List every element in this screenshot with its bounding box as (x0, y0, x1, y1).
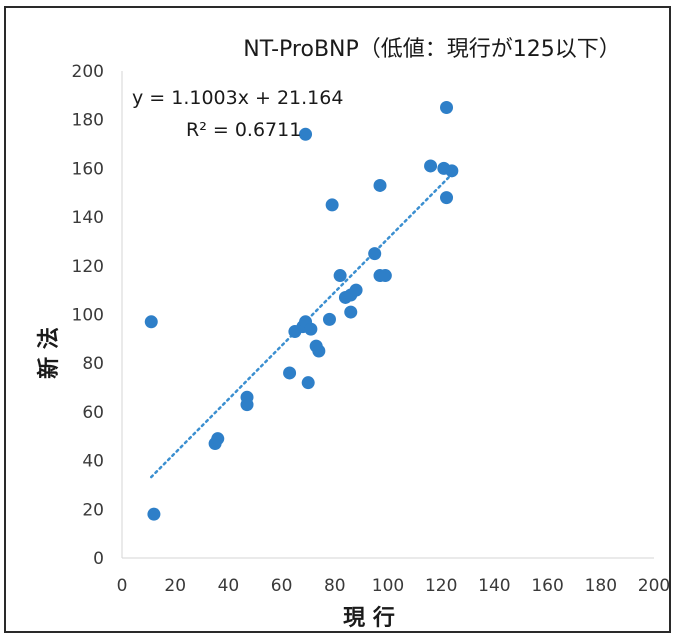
points-layer (144, 101, 459, 521)
data-point (240, 398, 254, 412)
y-tick-label: 180 (72, 111, 104, 131)
chart-frame: 0 20 40 60 80 100 120 140 160 180 200 0 20 40 60 80 100… (4, 6, 671, 633)
x-tick-label: 160 (531, 576, 563, 596)
scatter-chart: 0 20 40 60 80 100 120 140 160 180 200 0 20 40 60 80 100… (36, 37, 671, 631)
x-tick-label: 140 (478, 576, 510, 596)
data-point (333, 269, 347, 283)
data-point (144, 315, 158, 329)
x-axis-ticks: 0 20 40 60 80 100 120 140 160 180 200 (117, 576, 671, 596)
data-point (304, 322, 318, 336)
data-point (373, 178, 387, 192)
chart-title: NT-ProBNP（低値：現行が125以下） (243, 37, 621, 62)
y-tick-label: 80 (82, 354, 104, 374)
x-tick-label: 120 (425, 576, 457, 596)
y-axis-ticks: 0 20 40 60 80 100 120 140 160 180 200 (72, 62, 104, 569)
y-axis-label: 新 法 (36, 327, 62, 379)
trendline-r2: R² = 0.6711 (186, 119, 301, 141)
x-tick-label: 180 (585, 576, 617, 596)
data-point (301, 376, 315, 390)
y-tick-label: 160 (72, 159, 104, 179)
data-point (424, 159, 438, 173)
data-point (440, 101, 454, 115)
y-tick-label: 100 (72, 306, 104, 326)
x-tick-label: 200 (638, 576, 670, 596)
data-point (368, 247, 382, 261)
y-tick-label: 0 (93, 549, 104, 569)
data-point (283, 366, 297, 380)
plot-area (121, 71, 654, 559)
y-tick-label: 40 (82, 452, 104, 472)
data-point (445, 164, 459, 178)
x-tick-label: 20 (164, 576, 186, 596)
x-tick-label: 0 (117, 576, 128, 596)
x-tick-label: 40 (218, 576, 240, 596)
y-tick-label: 200 (72, 62, 104, 82)
x-axis-label: 現 行 (343, 605, 395, 631)
x-tick-label: 60 (271, 576, 293, 596)
data-point (322, 312, 336, 326)
y-tick-label: 20 (82, 500, 104, 520)
trendline-equation: y = 1.1003x + 21.164 (132, 87, 343, 109)
data-point (344, 305, 358, 319)
data-point (378, 269, 392, 283)
data-point (440, 191, 454, 205)
data-point (299, 127, 313, 141)
data-point (349, 283, 363, 297)
x-tick-label: 100 (372, 576, 404, 596)
y-tick-label: 120 (72, 257, 104, 277)
data-point (147, 507, 161, 521)
data-point (325, 198, 339, 212)
x-tick-label: 80 (324, 576, 346, 596)
y-tick-label: 140 (72, 208, 104, 228)
data-point (312, 344, 326, 358)
data-point (211, 432, 225, 446)
y-tick-label: 60 (82, 403, 104, 423)
